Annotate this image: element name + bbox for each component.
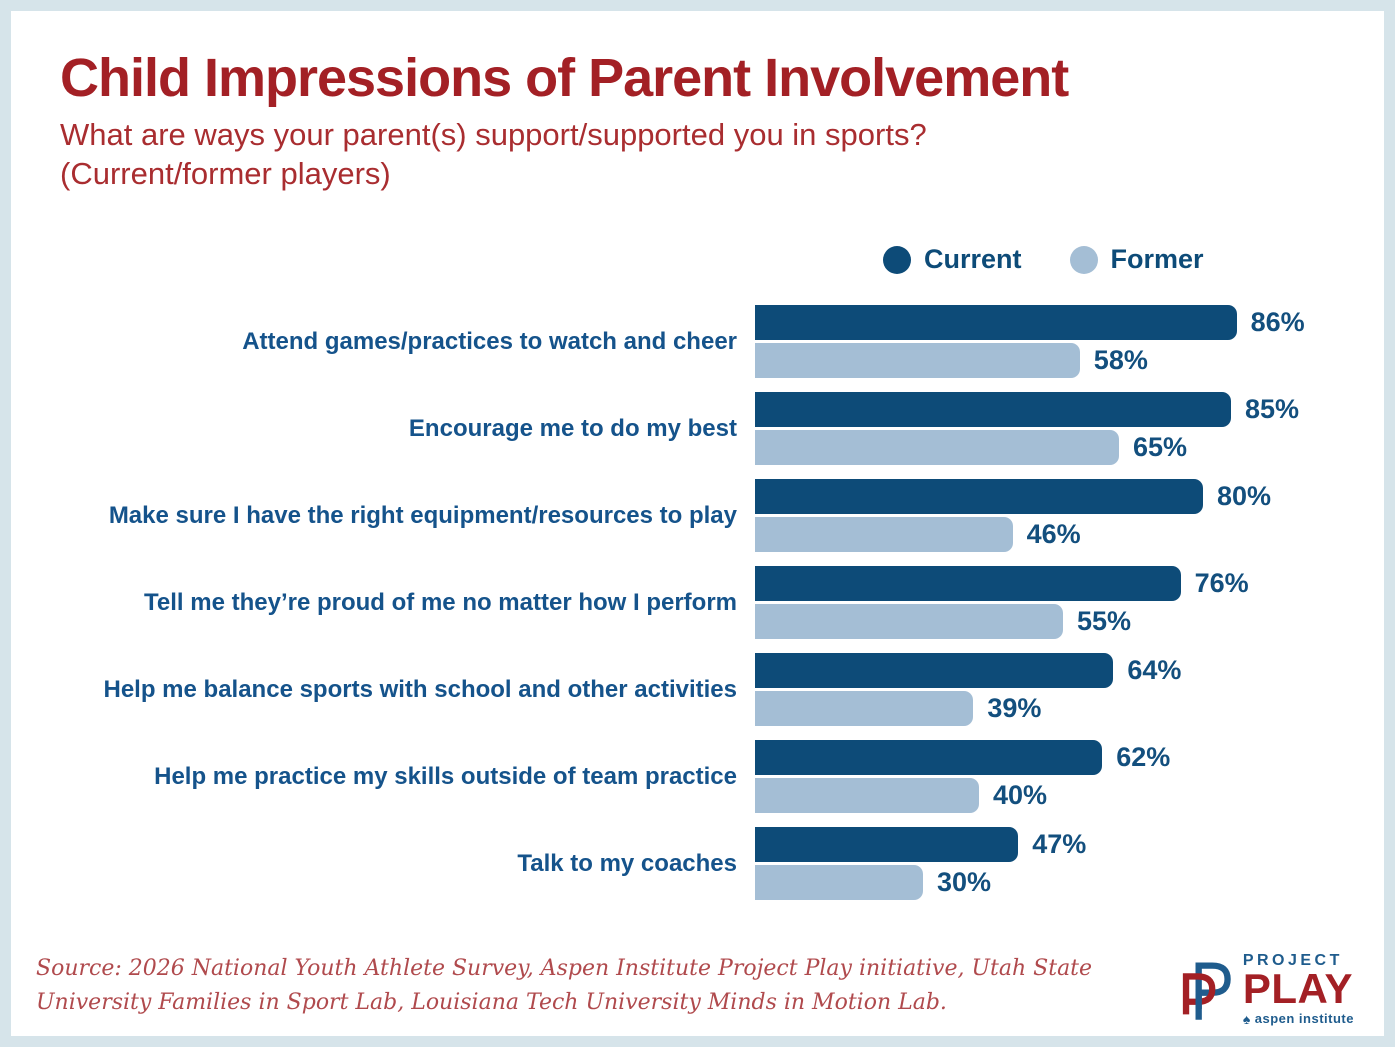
bar-former	[755, 517, 1013, 552]
project-play-monogram-icon	[1182, 961, 1231, 1020]
category-label: Make sure I have the right equipment/res…	[108, 501, 737, 529]
bar-current	[755, 827, 1019, 862]
category-label: Help me balance sports with school and o…	[103, 675, 738, 703]
bar-row-current: 85%	[755, 392, 1299, 427]
bar-former	[755, 604, 1063, 639]
bar-pair: 47% 30%	[755, 827, 1086, 900]
chart-card: Child Impressions of Parent Involvement …	[11, 11, 1384, 1036]
legend-dot-former	[1069, 245, 1098, 274]
bar-pair: 80% 46%	[755, 479, 1271, 552]
chart-row: Help me practice my skills outside of te…	[11, 740, 1384, 813]
value-label-current: 47%	[1032, 829, 1087, 859]
bar-row-current: 62%	[755, 740, 1170, 775]
bar-former	[755, 691, 974, 726]
bar-current	[755, 740, 1103, 775]
chart-row: Encourage me to do my best 85% 65%	[11, 392, 1384, 465]
bar-pair: 62% 40%	[755, 740, 1170, 813]
bar-chart: Attend games/practices to watch and chee…	[11, 305, 1384, 914]
page-subtitle: What are ways your parent(s) support/sup…	[60, 117, 927, 192]
bar-current	[755, 392, 1231, 427]
bar-row-former: 58%	[755, 343, 1305, 378]
bar-row-former: 40%	[755, 778, 1170, 813]
value-label-current: 86%	[1250, 307, 1305, 337]
bar-former	[755, 778, 979, 813]
bar-row-current: 47%	[755, 827, 1086, 862]
logo-play-label: PLAY	[1242, 965, 1353, 1013]
bar-former	[755, 343, 1080, 378]
category-label: Tell me they’re proud of me no matter ho…	[144, 588, 737, 616]
bar-pair: 76% 55%	[755, 566, 1249, 639]
bar-pair: 64% 39%	[755, 653, 1181, 726]
bar-row-current: 80%	[755, 479, 1271, 514]
value-label-former: 55%	[1077, 606, 1132, 636]
chart-row: Help me balance sports with school and o…	[11, 653, 1384, 726]
aspen-leaf-icon: ♠	[1242, 1010, 1251, 1027]
chart-row: Tell me they’re proud of me no matter ho…	[11, 566, 1384, 639]
value-label-former: 30%	[937, 867, 992, 897]
legend-dot-current	[883, 245, 911, 274]
bar-row-former: 46%	[755, 517, 1271, 552]
category-label: Talk to my coaches	[517, 849, 737, 877]
value-label-current: 85%	[1245, 394, 1300, 424]
bar-current	[755, 305, 1237, 340]
chart-row: Attend games/practices to watch and chee…	[11, 305, 1384, 378]
legend-label-current: Current	[924, 244, 1022, 274]
value-label-former: 65%	[1133, 432, 1188, 462]
value-label-former: 39%	[987, 693, 1042, 723]
source-note: Source: 2026 National Youth Athlete Surv…	[36, 955, 1093, 1015]
logo-org-name: aspen institute	[1254, 1011, 1354, 1026]
bar-row-current: 76%	[755, 566, 1249, 601]
bar-current	[755, 653, 1114, 688]
bar-row-former: 65%	[755, 430, 1299, 465]
value-label-current: 62%	[1116, 742, 1171, 772]
logo-text: PROJECT PLAY ♠ aspen institute	[1243, 953, 1354, 1026]
value-label-former: 58%	[1093, 345, 1148, 375]
bar-pair: 86% 58%	[755, 305, 1305, 378]
legend-label-former: Former	[1110, 244, 1204, 274]
value-label-former: 46%	[1026, 519, 1081, 549]
bar-former	[755, 430, 1119, 465]
legend: Current Former	[883, 244, 1204, 275]
chart-row: Talk to my coaches 47% 30%	[11, 827, 1384, 900]
logo-project-label: PROJECT	[1242, 952, 1343, 970]
category-label: Encourage me to do my best	[408, 414, 737, 442]
value-label-former: 40%	[993, 780, 1048, 810]
chart-row: Make sure I have the right equipment/res…	[11, 479, 1384, 552]
bar-current	[755, 566, 1181, 601]
bar-row-current: 86%	[755, 305, 1305, 340]
bar-row-current: 64%	[755, 653, 1181, 688]
page-title: Child Impressions of Parent Involvement	[60, 48, 1069, 108]
value-label-current: 80%	[1217, 481, 1272, 511]
value-label-current: 76%	[1194, 568, 1249, 598]
legend-item-current: Current	[883, 244, 1022, 275]
bar-pair: 85% 65%	[755, 392, 1299, 465]
bar-row-former: 30%	[755, 865, 1086, 900]
value-label-current: 64%	[1127, 655, 1182, 685]
bar-current	[755, 479, 1203, 514]
legend-item-former: Former	[1069, 244, 1204, 275]
bar-row-former: 39%	[755, 691, 1181, 726]
bar-former	[755, 865, 923, 900]
project-play-logo: PROJECT PLAY ♠ aspen institute	[1177, 953, 1354, 1026]
logo-org-label: ♠ aspen institute	[1243, 1011, 1354, 1026]
category-label: Attend games/practices to watch and chee…	[242, 327, 737, 355]
category-label: Help me practice my skills outside of te…	[154, 762, 737, 790]
bar-row-former: 55%	[755, 604, 1249, 639]
